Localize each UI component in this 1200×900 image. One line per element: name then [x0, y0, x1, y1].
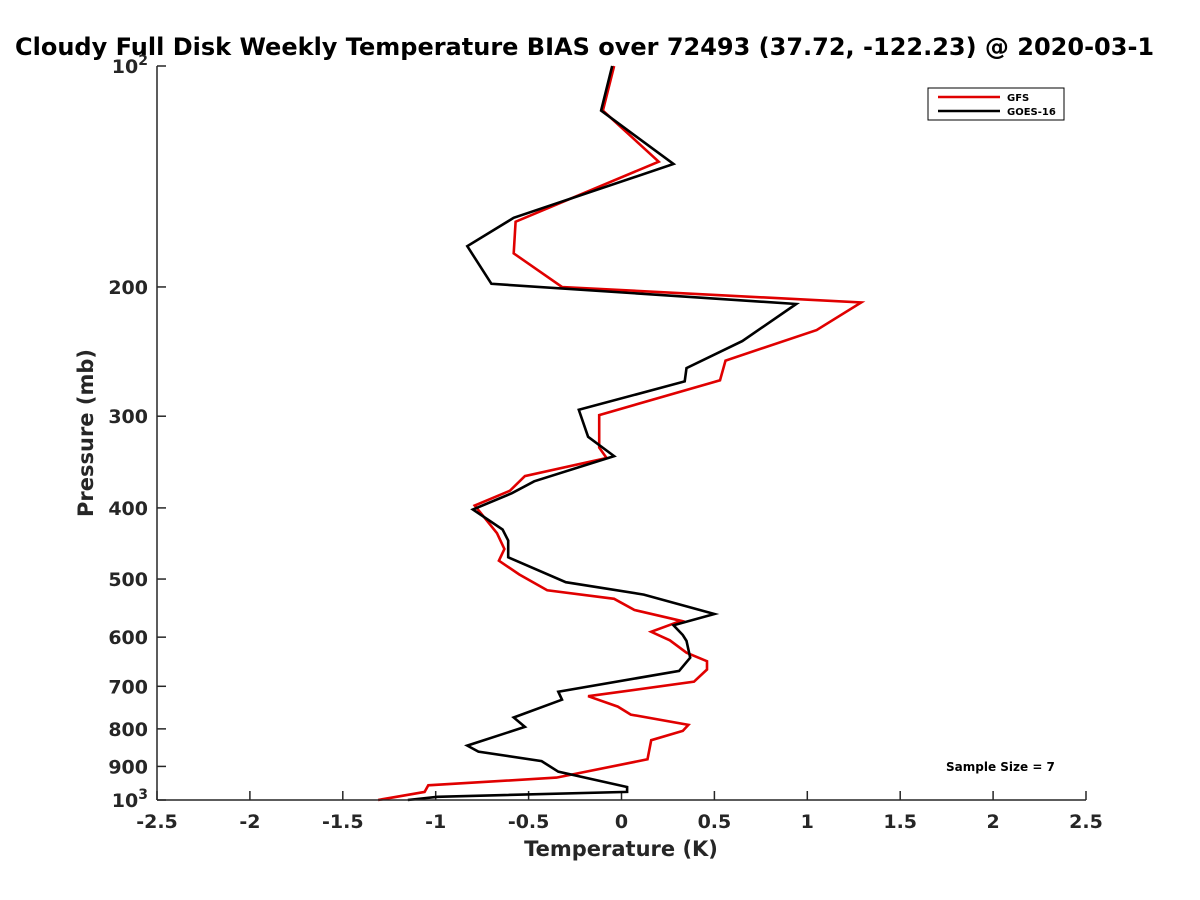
y-tick-label: 300: [108, 406, 148, 428]
x-tick-label: 2.5: [1069, 811, 1103, 833]
legend-box: [927, 87, 1065, 121]
x-tick-label: 2: [986, 811, 999, 833]
x-tick-label: 0.5: [698, 811, 732, 833]
x-tick-label: 1: [801, 811, 814, 833]
y-tick-label: 800: [108, 719, 148, 741]
y-tick-label: 500: [108, 569, 148, 591]
x-axis-ticks: -2.5 -2 -1.5 -1 -0.5 0 0.5 1 1.5 2 2.5: [136, 791, 1103, 833]
y-tick-label: 400: [108, 498, 148, 520]
y-tick-exponent: 2: [138, 53, 148, 69]
sample-size-annotation: Sample Size = 7: [946, 760, 1055, 774]
x-tick-label: -1.5: [322, 811, 364, 833]
y-axis-label: Pressure (mb): [74, 349, 98, 517]
x-tick-label: -2: [239, 811, 260, 833]
legend-label-gfs: GFS: [1007, 93, 1029, 104]
series-line-goes16: [407, 65, 801, 802]
x-axis-label: Temperature (K): [524, 837, 718, 861]
y-tick-label: 700: [108, 676, 148, 698]
legend: GFS GOES-16: [927, 87, 1065, 121]
y-tick-label: 200: [108, 277, 148, 299]
x-tick-label: -2.5: [136, 811, 178, 833]
series-line-gfs: [377, 65, 866, 802]
legend-label-goes16: GOES-16: [1007, 107, 1056, 118]
y-tick-exponent: 3: [138, 787, 148, 803]
x-tick-label: -1: [425, 811, 446, 833]
y-tick-label: 900: [108, 756, 148, 778]
y-tick-label: 600: [108, 627, 148, 649]
x-tick-label: -0.5: [508, 811, 550, 833]
x-tick-label: 1.5: [883, 811, 917, 833]
series-layer: [377, 65, 866, 802]
chart-title: Cloudy Full Disk Weekly Temperature BIAS…: [15, 33, 1154, 61]
x-tick-label: 0: [615, 811, 628, 833]
